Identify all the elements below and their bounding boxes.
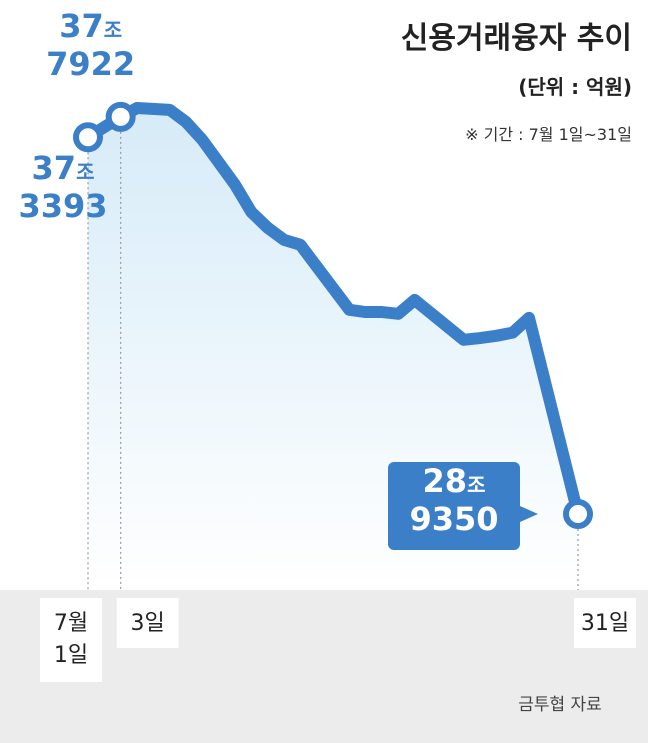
point-marker bbox=[105, 101, 136, 132]
subtitle: (단위 : 억원) bbox=[518, 75, 632, 99]
text-part: 월 bbox=[68, 611, 88, 636]
text-part: 7 bbox=[54, 611, 68, 636]
text-part: 일 bbox=[609, 611, 629, 636]
text-part: 3 bbox=[131, 611, 145, 636]
text-part: 3393 bbox=[18, 187, 107, 225]
text-part: 31 bbox=[581, 611, 609, 636]
x-tick-box bbox=[574, 598, 636, 648]
x-tick-label: 31일 bbox=[581, 611, 629, 636]
x-tick-label: 3일 bbox=[131, 611, 165, 636]
axis-band bbox=[0, 590, 648, 743]
label-box bbox=[388, 462, 520, 551]
chart-title: 신용거래융자 추이 bbox=[401, 21, 632, 56]
value-label: 37조 3393 bbox=[18, 149, 107, 225]
text-part: 7922 bbox=[46, 45, 135, 83]
label-pointer bbox=[520, 506, 538, 523]
text-part: 9350 bbox=[409, 500, 498, 538]
annotation: ※ 기간 : 7월 1일~31일 bbox=[465, 125, 632, 144]
text-part: 조 bbox=[76, 160, 94, 184]
text-part: 일 bbox=[68, 643, 88, 668]
line bbox=[82, 102, 584, 521]
text-part: 37 bbox=[59, 7, 104, 45]
value-label: 28조 9350 bbox=[409, 462, 498, 538]
source: 금투협 자료 bbox=[518, 695, 602, 715]
x-tick-label: 7월 1일 bbox=[54, 611, 88, 668]
point-marker bbox=[73, 122, 103, 153]
text-part: 1 bbox=[54, 643, 68, 668]
point-marker bbox=[563, 499, 593, 530]
text-part: 일 bbox=[145, 611, 165, 636]
x-tick-box bbox=[40, 598, 102, 682]
text-part: 37 bbox=[32, 149, 77, 187]
value-label: 37조 7922 bbox=[46, 7, 135, 83]
text-part: 28 bbox=[423, 462, 468, 500]
x-tick-box bbox=[116, 598, 179, 648]
text-part: 조 bbox=[104, 18, 122, 42]
text-part: 조 bbox=[467, 473, 485, 497]
